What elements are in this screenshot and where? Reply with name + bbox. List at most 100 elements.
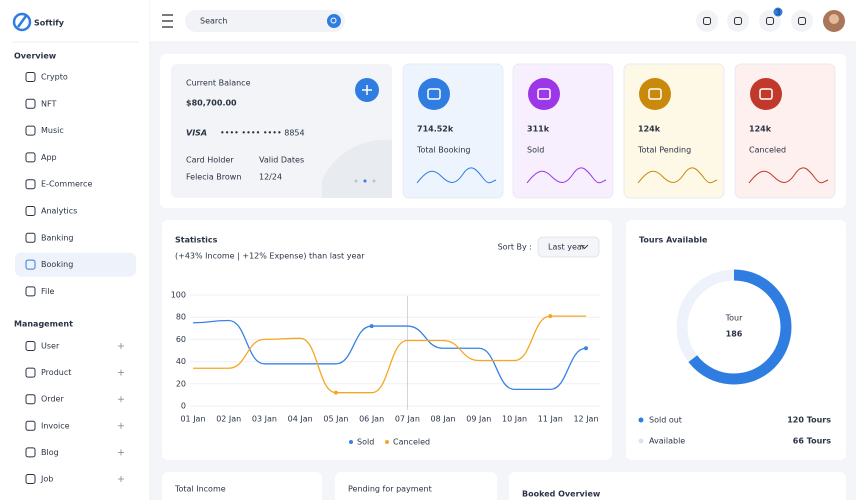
statistics-card — [162, 220, 612, 460]
sidebar-icon — [25, 98, 36, 109]
stat-label: Total Pending — [637, 146, 691, 155]
sidebar-item[interactable]: Analytics — [41, 207, 77, 216]
topbar-icon — [766, 17, 774, 25]
stat-icon-bg — [750, 78, 782, 110]
sidebar-item[interactable]: App — [41, 153, 57, 162]
sidebar-item[interactable]: File — [41, 287, 54, 296]
add-card-icon — [362, 85, 372, 95]
legend-label: Sold out — [649, 416, 682, 425]
sidebar-item[interactable]: Product — [41, 368, 71, 377]
legend-marker — [349, 440, 353, 444]
sidebar-icon — [25, 447, 36, 458]
sidebar-item[interactable]: Job — [40, 475, 53, 484]
x-tick-label: 12 Jan — [573, 415, 598, 424]
x-tick-label: 03 Jan — [252, 415, 277, 424]
carousel-dot[interactable] — [372, 179, 376, 183]
legend-marker — [638, 438, 644, 444]
sidebar-icon — [25, 474, 36, 484]
stat-icon — [648, 88, 662, 100]
carousel-dot[interactable] — [354, 179, 358, 183]
y-tick-label: 20 — [176, 379, 186, 388]
stat-value: 124k — [638, 125, 661, 134]
point-marker — [584, 346, 588, 351]
card-brand: VISA — [186, 129, 207, 138]
balance-card-decoration — [322, 139, 392, 198]
stat-icon — [537, 88, 551, 100]
topbar-icon-button[interactable] — [727, 10, 749, 32]
legend-label: Sold — [357, 438, 374, 447]
sidebar-icon — [25, 367, 36, 378]
sidebar-icon — [25, 152, 36, 163]
balance-label: Current Balance — [186, 79, 251, 88]
point-marker — [369, 324, 374, 329]
legend-value: 66 Tours — [793, 437, 831, 446]
x-tick-label: 09 Jan — [466, 415, 491, 424]
stat-icon-bg — [418, 78, 450, 110]
sidebar-item[interactable]: NFT — [41, 99, 56, 108]
sidebar-item[interactable]: Banking — [41, 233, 73, 242]
sidebar-item[interactable]: Crypto — [41, 73, 68, 82]
sidebar-item[interactable]: Invoice — [41, 421, 70, 430]
sidebar-item[interactable]: E-Commerce — [41, 180, 92, 189]
search-placeholder: Search — [200, 17, 227, 26]
card-title: Total Income — [174, 485, 226, 494]
legend-marker — [638, 417, 644, 423]
bottom-card — [509, 472, 846, 504]
sidebar-item[interactable]: Booking — [41, 260, 73, 269]
stat-label: Sold — [527, 146, 544, 155]
sidebar-item[interactable]: Music — [41, 126, 64, 135]
card-title: Pending for payment — [348, 485, 432, 494]
sort-label: Sort By : — [498, 243, 532, 252]
stat-icon — [759, 88, 773, 100]
x-tick-label: 08 Jan — [431, 415, 456, 424]
sidebar-item[interactable]: User — [41, 342, 60, 351]
stat-label: Total Booking — [416, 146, 471, 155]
topbar-icon-button[interactable] — [696, 10, 718, 32]
donut-center-label: Tour — [725, 314, 743, 323]
sidebar-active-bg — [15, 252, 136, 277]
legend-value: 120 Tours — [787, 416, 831, 425]
y-tick-label: 0 — [181, 402, 186, 411]
sidebar-icon — [25, 72, 36, 82]
search-button[interactable] — [327, 14, 341, 28]
chart-title: Tours Available — [639, 236, 708, 245]
x-tick-label: 06 Jan — [359, 415, 384, 424]
sidebar-icon — [25, 206, 36, 216]
legend-marker — [385, 440, 389, 444]
sort-select[interactable] — [537, 236, 600, 258]
topbar-icon-button[interactable] — [791, 10, 813, 32]
carousel-dot[interactable] — [363, 179, 367, 183]
sidebar-icon — [25, 341, 36, 351]
x-tick-label: 10 Jan — [502, 415, 527, 424]
sidebar-item[interactable]: Blog — [41, 448, 59, 457]
legend-label: Canceled — [393, 438, 430, 447]
series-line — [193, 315, 586, 394]
search-box[interactable] — [185, 10, 345, 32]
sidebar-icon — [25, 232, 36, 243]
card-title: Booked Overview — [522, 490, 601, 499]
x-tick-label: 05 Jan — [323, 415, 348, 424]
sidebar — [0, 0, 150, 500]
sidebar-icon — [25, 420, 36, 431]
tours-card — [626, 220, 846, 460]
brand-logo — [12, 12, 32, 32]
sidebar-item[interactable]: Order — [41, 395, 64, 404]
topbar-icon — [734, 17, 742, 25]
x-tick-label: 04 Jan — [288, 415, 313, 424]
y-tick-label: 60 — [176, 335, 186, 344]
y-tick-label: 100 — [171, 291, 186, 300]
x-tick-label: 11 Jan — [538, 415, 563, 424]
x-tick-label: 01 Jan — [180, 415, 205, 424]
bottom-card — [162, 472, 322, 504]
x-tick-label: 02 Jan — [216, 415, 241, 424]
card-holder: Felecia Brown — [186, 173, 241, 182]
sidebar-section-title: Overview — [14, 52, 57, 61]
search-icon — [330, 17, 337, 24]
stat-icon — [427, 88, 441, 100]
series-line — [192, 319, 587, 391]
sparkline — [416, 167, 497, 184]
stat-icon-bg — [528, 78, 560, 110]
donut-center-value: 186 — [726, 330, 743, 339]
stat-value: 124k — [749, 125, 772, 134]
card-number: •••• •••• •••• 8854 — [220, 129, 305, 138]
